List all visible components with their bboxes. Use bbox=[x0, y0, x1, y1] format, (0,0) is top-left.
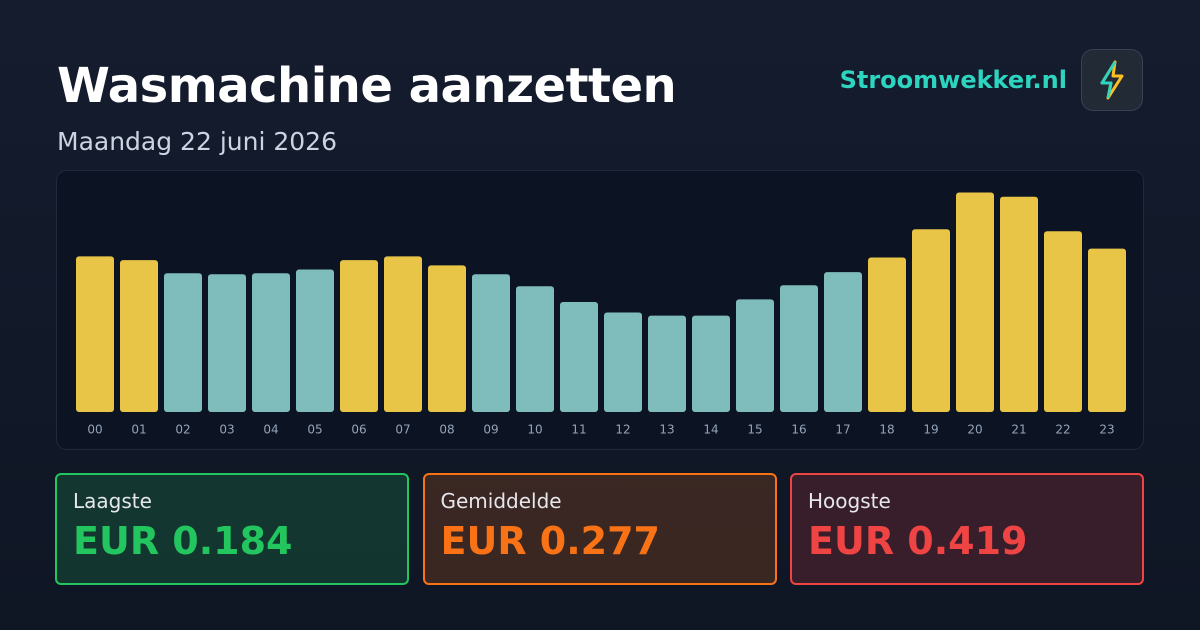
bar bbox=[164, 273, 202, 412]
bar bbox=[252, 273, 290, 412]
bar bbox=[208, 274, 246, 412]
x-tick-label: 22 bbox=[1055, 423, 1070, 437]
stat-value: EUR 0.277 bbox=[440, 519, 661, 563]
x-tick-label: 02 bbox=[175, 423, 190, 437]
x-tick-label: 19 bbox=[923, 423, 938, 437]
x-tick-label: 00 bbox=[87, 423, 102, 437]
x-tick-label: 01 bbox=[131, 423, 146, 437]
bar bbox=[912, 229, 950, 412]
bar bbox=[560, 302, 598, 412]
bar bbox=[780, 285, 818, 412]
stat-label: Laagste bbox=[73, 489, 152, 513]
x-tick-label: 06 bbox=[351, 423, 366, 437]
bar bbox=[516, 286, 554, 412]
x-tick-label: 17 bbox=[835, 423, 850, 437]
stat-card: Gemiddelde EUR 0.277 bbox=[422, 473, 777, 585]
bar bbox=[120, 260, 158, 412]
title: Wasmachine aanzetten bbox=[57, 58, 677, 114]
stat-label: Hoogste bbox=[808, 489, 891, 513]
bar bbox=[1088, 248, 1126, 412]
x-tick-label: 10 bbox=[527, 423, 542, 437]
x-tick-label: 14 bbox=[703, 423, 718, 437]
x-tick-label: 13 bbox=[659, 423, 674, 437]
x-tick-label: 23 bbox=[1099, 423, 1114, 437]
bar bbox=[340, 260, 378, 412]
bar bbox=[384, 256, 422, 412]
bar bbox=[868, 257, 906, 412]
bar bbox=[472, 274, 510, 412]
stat-value: EUR 0.184 bbox=[73, 519, 293, 563]
subtitle: Maandag 22 juni 2026 bbox=[57, 127, 337, 156]
x-tick-label: 16 bbox=[791, 423, 806, 437]
stat-card: Hoogste EUR 0.419 bbox=[790, 473, 1144, 585]
x-tick-label: 20 bbox=[967, 423, 982, 437]
x-tick-label: 11 bbox=[571, 423, 586, 437]
lightning bbox=[1100, 60, 1124, 100]
bar bbox=[824, 272, 862, 412]
x-tick-label: 03 bbox=[219, 423, 234, 437]
bar bbox=[1000, 196, 1038, 412]
x-tick-label: 09 bbox=[483, 423, 498, 437]
bar bbox=[956, 192, 994, 412]
bar bbox=[648, 315, 686, 412]
x-tick-label: 05 bbox=[307, 423, 322, 437]
stats: Laagste EUR 0.184 Gemiddelde EUR 0.277 Hoogs… bbox=[55, 473, 1145, 585]
x-tick-label: 15 bbox=[747, 423, 762, 437]
x-tick-label: 04 bbox=[263, 423, 278, 437]
bar bbox=[736, 299, 774, 412]
bar bbox=[428, 265, 466, 412]
bar bbox=[296, 269, 334, 412]
brand-icon bbox=[1081, 49, 1143, 111]
bar bbox=[604, 312, 642, 412]
chart: 00 01 02 03 04 05 06 07 08 09 10 11 12 13 14 15 16 17 18 19… bbox=[56, 170, 1144, 450]
x-tick-label: 12 bbox=[615, 423, 630, 437]
bar bbox=[76, 256, 114, 412]
x-tick-label: 21 bbox=[1011, 423, 1026, 437]
stat-value: EUR 0.419 bbox=[808, 519, 1028, 563]
brand: Stroomwekker.nl bbox=[839, 66, 1067, 94]
bar bbox=[692, 315, 730, 412]
x-tick-label: 08 bbox=[439, 423, 454, 437]
stat-card: Laagste EUR 0.184 bbox=[55, 473, 409, 585]
x-tick-label: 07 bbox=[395, 423, 410, 437]
stat-label: Gemiddelde bbox=[440, 489, 562, 513]
bar bbox=[1044, 231, 1082, 412]
x-tick-label: 18 bbox=[879, 423, 894, 437]
